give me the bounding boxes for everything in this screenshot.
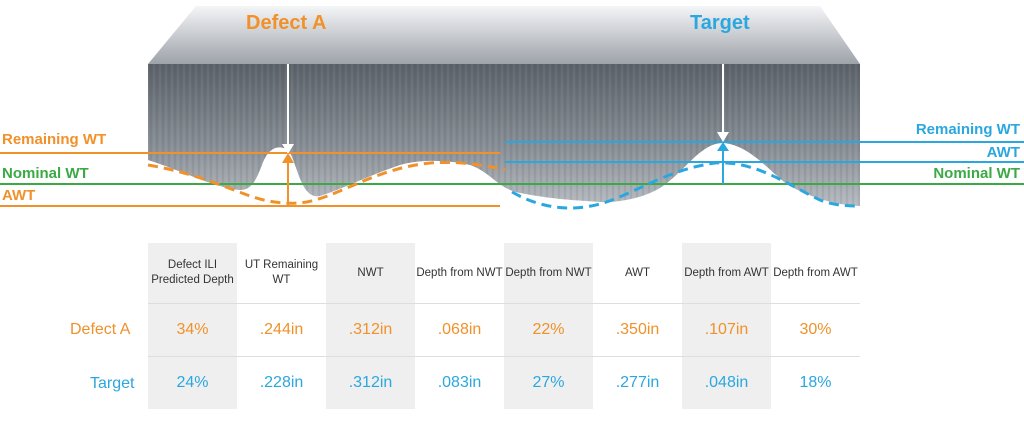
cell-defect-ili-depth: 34% xyxy=(148,303,237,357)
target-awt-dashed-curve xyxy=(511,161,861,210)
col-header-depth-from-awt-pct: Depth from AWT xyxy=(771,243,860,304)
target-title: Target xyxy=(690,12,750,34)
cell-defect-nwt: .312in xyxy=(326,303,415,357)
cell-defect-awt: .350in xyxy=(593,303,682,357)
col-header-ut-remaining-wt: UT Remaining WT xyxy=(237,243,326,304)
pipe-wall-diagram xyxy=(0,6,1024,210)
comparison-table: Defect ILI Predicted Depth UT Remaining … xyxy=(148,243,860,409)
cell-defect-ut-remaining: .244in xyxy=(237,303,326,357)
left-nominal-wt-label: Nominal WT xyxy=(2,165,89,182)
col-header-nwt: NWT xyxy=(326,243,415,304)
pipe-top-face xyxy=(148,6,860,64)
col-header-depth-from-nwt-pct: Depth from NWT xyxy=(504,243,593,304)
target-depth-arrow-down xyxy=(717,132,729,142)
right-remaining-wt-label: Remaining WT xyxy=(915,121,1020,138)
left-awt-label: AWT xyxy=(2,187,36,204)
table-row: 34% .244in .312in .068in 22% .350in .107… xyxy=(148,303,860,357)
col-header-depth-from-nwt: Depth from NWT xyxy=(415,243,504,304)
cell-target-depth-awt: .048in xyxy=(682,356,771,409)
defect-remaining-arrow-up xyxy=(282,153,294,163)
cell-defect-depth-awt-pct: 30% xyxy=(771,303,860,357)
row-label-defect-a: Defect A xyxy=(70,321,131,338)
cell-defect-depth-nwt-pct: 22% xyxy=(504,303,593,357)
cell-target-awt: .277in xyxy=(615,374,660,391)
left-remaining-wt-label: Remaining WT xyxy=(2,131,107,148)
cell-target-depth-nwt-pct: 27% xyxy=(504,356,593,409)
target-remaining-arrow-up xyxy=(717,142,729,151)
row-label-target: Target xyxy=(90,375,135,392)
cell-defect-depth-nwt: .068in xyxy=(415,303,504,357)
col-header-depth-from-awt: Depth from AWT xyxy=(682,243,771,304)
cell-target-ili-depth: 24% xyxy=(148,356,237,409)
table-row: 24% .228in .312in .083in 27% .277in .048… xyxy=(148,356,860,409)
right-nominal-wt-label: Nominal WT xyxy=(933,165,1020,182)
col-header-awt: AWT xyxy=(593,243,682,304)
cell-defect-depth-awt: .107in xyxy=(682,303,771,357)
cell-target-nwt: .312in xyxy=(326,356,415,409)
col-header-ili-predicted-depth: Defect ILI Predicted Depth xyxy=(148,243,237,304)
defect-a-title: Defect A xyxy=(246,12,327,34)
defect-awt-dashed-curve xyxy=(147,160,506,205)
defect-depth-arrow-down xyxy=(282,144,294,154)
right-awt-label: AWT xyxy=(986,144,1020,161)
table-header-row: Defect ILI Predicted Depth UT Remaining … xyxy=(148,243,860,304)
cell-target-depth-nwt: .083in xyxy=(437,374,482,391)
cell-target-depth-awt-pct: 18% xyxy=(799,374,832,391)
cell-target-ut-remaining: .228in xyxy=(259,374,304,391)
